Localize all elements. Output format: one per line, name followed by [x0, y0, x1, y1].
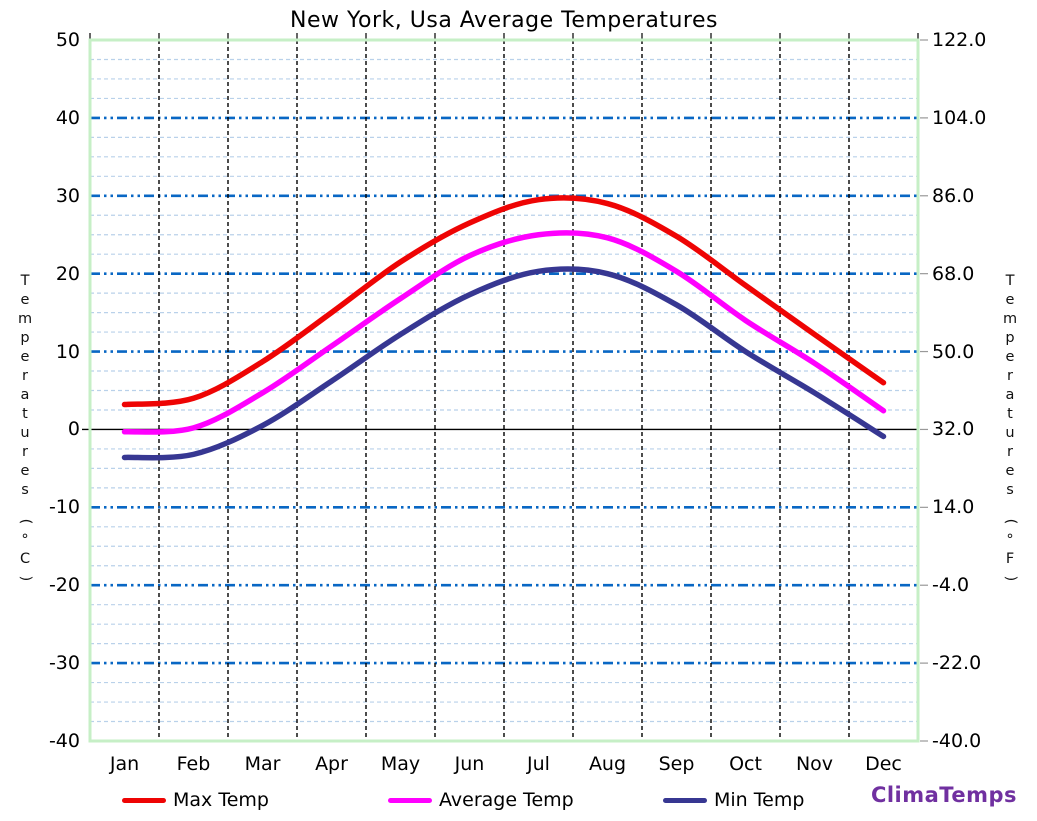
min-temp-legend-label: Min Temp [714, 789, 805, 811]
y-tick-label-celsius: -40 [48, 730, 80, 752]
axis-title-char: r [22, 368, 28, 384]
axis-title-char: ° [21, 532, 29, 548]
axis-title-char: e [1005, 463, 1015, 479]
axis-title-char: s [21, 482, 29, 498]
x-tick-label-jan: Jan [109, 753, 140, 775]
min-temp-legend-swatch [663, 797, 707, 803]
y-tick-label-celsius: 40 [55, 106, 80, 129]
axis-title-char: e [1005, 349, 1015, 365]
y-tick-label-fahrenheit: 50.0 [932, 340, 975, 363]
axis-title-char: u [1005, 425, 1015, 441]
y-tick-label-fahrenheit: 122.0 [932, 29, 987, 51]
axis-title-char: T [20, 273, 30, 289]
max-temp-legend-swatch [122, 797, 166, 803]
average-temp-legend-label: Average Temp [439, 789, 574, 811]
y-tick-label-celsius: 10 [55, 340, 80, 363]
y-tick-label-celsius: 20 [55, 262, 80, 285]
y-tick-label-celsius: 0 [67, 418, 80, 441]
x-tick-label-aug: Aug [588, 753, 627, 775]
legend-item-average-temp: Average Temp [388, 787, 574, 813]
x-tick-label-mar: Mar [244, 753, 281, 775]
y-tick-label-celsius: -10 [48, 496, 80, 519]
axis-title-char: e [20, 292, 30, 308]
y-tick-label-fahrenheit: 68.0 [932, 262, 975, 285]
axis-title-char: T [1005, 273, 1015, 289]
y-tick-label-fahrenheit: 86.0 [932, 184, 975, 207]
axis-title-char: F [1005, 551, 1015, 567]
plot-border [88, 38, 920, 743]
axis-title-char: m [1002, 311, 1018, 327]
y-tick-label-fahrenheit: 14.0 [932, 496, 975, 519]
axis-title-char: e [20, 349, 30, 365]
axis-title-char: r [1007, 368, 1013, 384]
y-tick-label-fahrenheit: -4.0 [932, 574, 970, 597]
brand-logo[interactable]: ClimaTemps [870, 783, 1017, 807]
average-temp-legend-swatch [388, 797, 432, 803]
axis-title-char: r [22, 444, 28, 460]
axis-title-char: r [1007, 444, 1013, 460]
y-tick-label-celsius: 50 [55, 29, 80, 51]
y-tick-label-fahrenheit: 104.0 [932, 106, 987, 129]
axis-title-char: C [19, 551, 31, 567]
legend-item-min-temp: Min Temp [663, 787, 804, 813]
axis-title-char: t [1007, 406, 1013, 422]
axis-title-char: t [22, 406, 28, 422]
axis-title-char: s [1006, 482, 1014, 498]
y-tick-label-fahrenheit: -22.0 [932, 652, 982, 675]
x-tick-label-jul: Jul [527, 753, 550, 775]
axis-title-char: p [1005, 330, 1015, 346]
max-temp-legend-label: Max Temp [173, 789, 269, 811]
min-temp-line [121, 266, 887, 461]
axis-title-char: a [20, 387, 30, 403]
axis-title-char: ° [1006, 532, 1014, 548]
axis-title-char: a [1005, 387, 1015, 403]
chart-title: New York, Usa Average Temperatures [290, 8, 718, 33]
y-tick-label-fahrenheit: -40.0 [932, 730, 982, 752]
x-tick-label-jun: Jun [454, 753, 485, 775]
axis-title-char: m [17, 311, 33, 327]
y-tick-label-celsius: 30 [55, 184, 80, 207]
x-tick-label-nov: Nov [795, 753, 834, 775]
axis-title-char: e [1005, 292, 1015, 308]
x-tick-label-may: May [380, 753, 421, 775]
y-tick-label-celsius: -30 [48, 652, 80, 675]
x-tick-label-dec: Dec [865, 753, 902, 775]
x-tick-label-feb: Feb [176, 753, 211, 775]
x-tick-label-sep: Sep [658, 753, 695, 775]
max-temp-line [121, 195, 887, 408]
average-temp-line [121, 230, 887, 435]
legend-item-max-temp: Max Temp [122, 787, 269, 813]
x-tick-label-oct: Oct [729, 753, 762, 775]
axis-title-char: p [20, 330, 30, 346]
axis-title-char: e [20, 463, 30, 479]
y-tick-label-celsius: -20 [48, 574, 80, 597]
y-tick-label-fahrenheit: 32.0 [932, 418, 975, 441]
x-tick-label-apr: Apr [315, 753, 348, 775]
axis-title-char: u [20, 425, 30, 441]
